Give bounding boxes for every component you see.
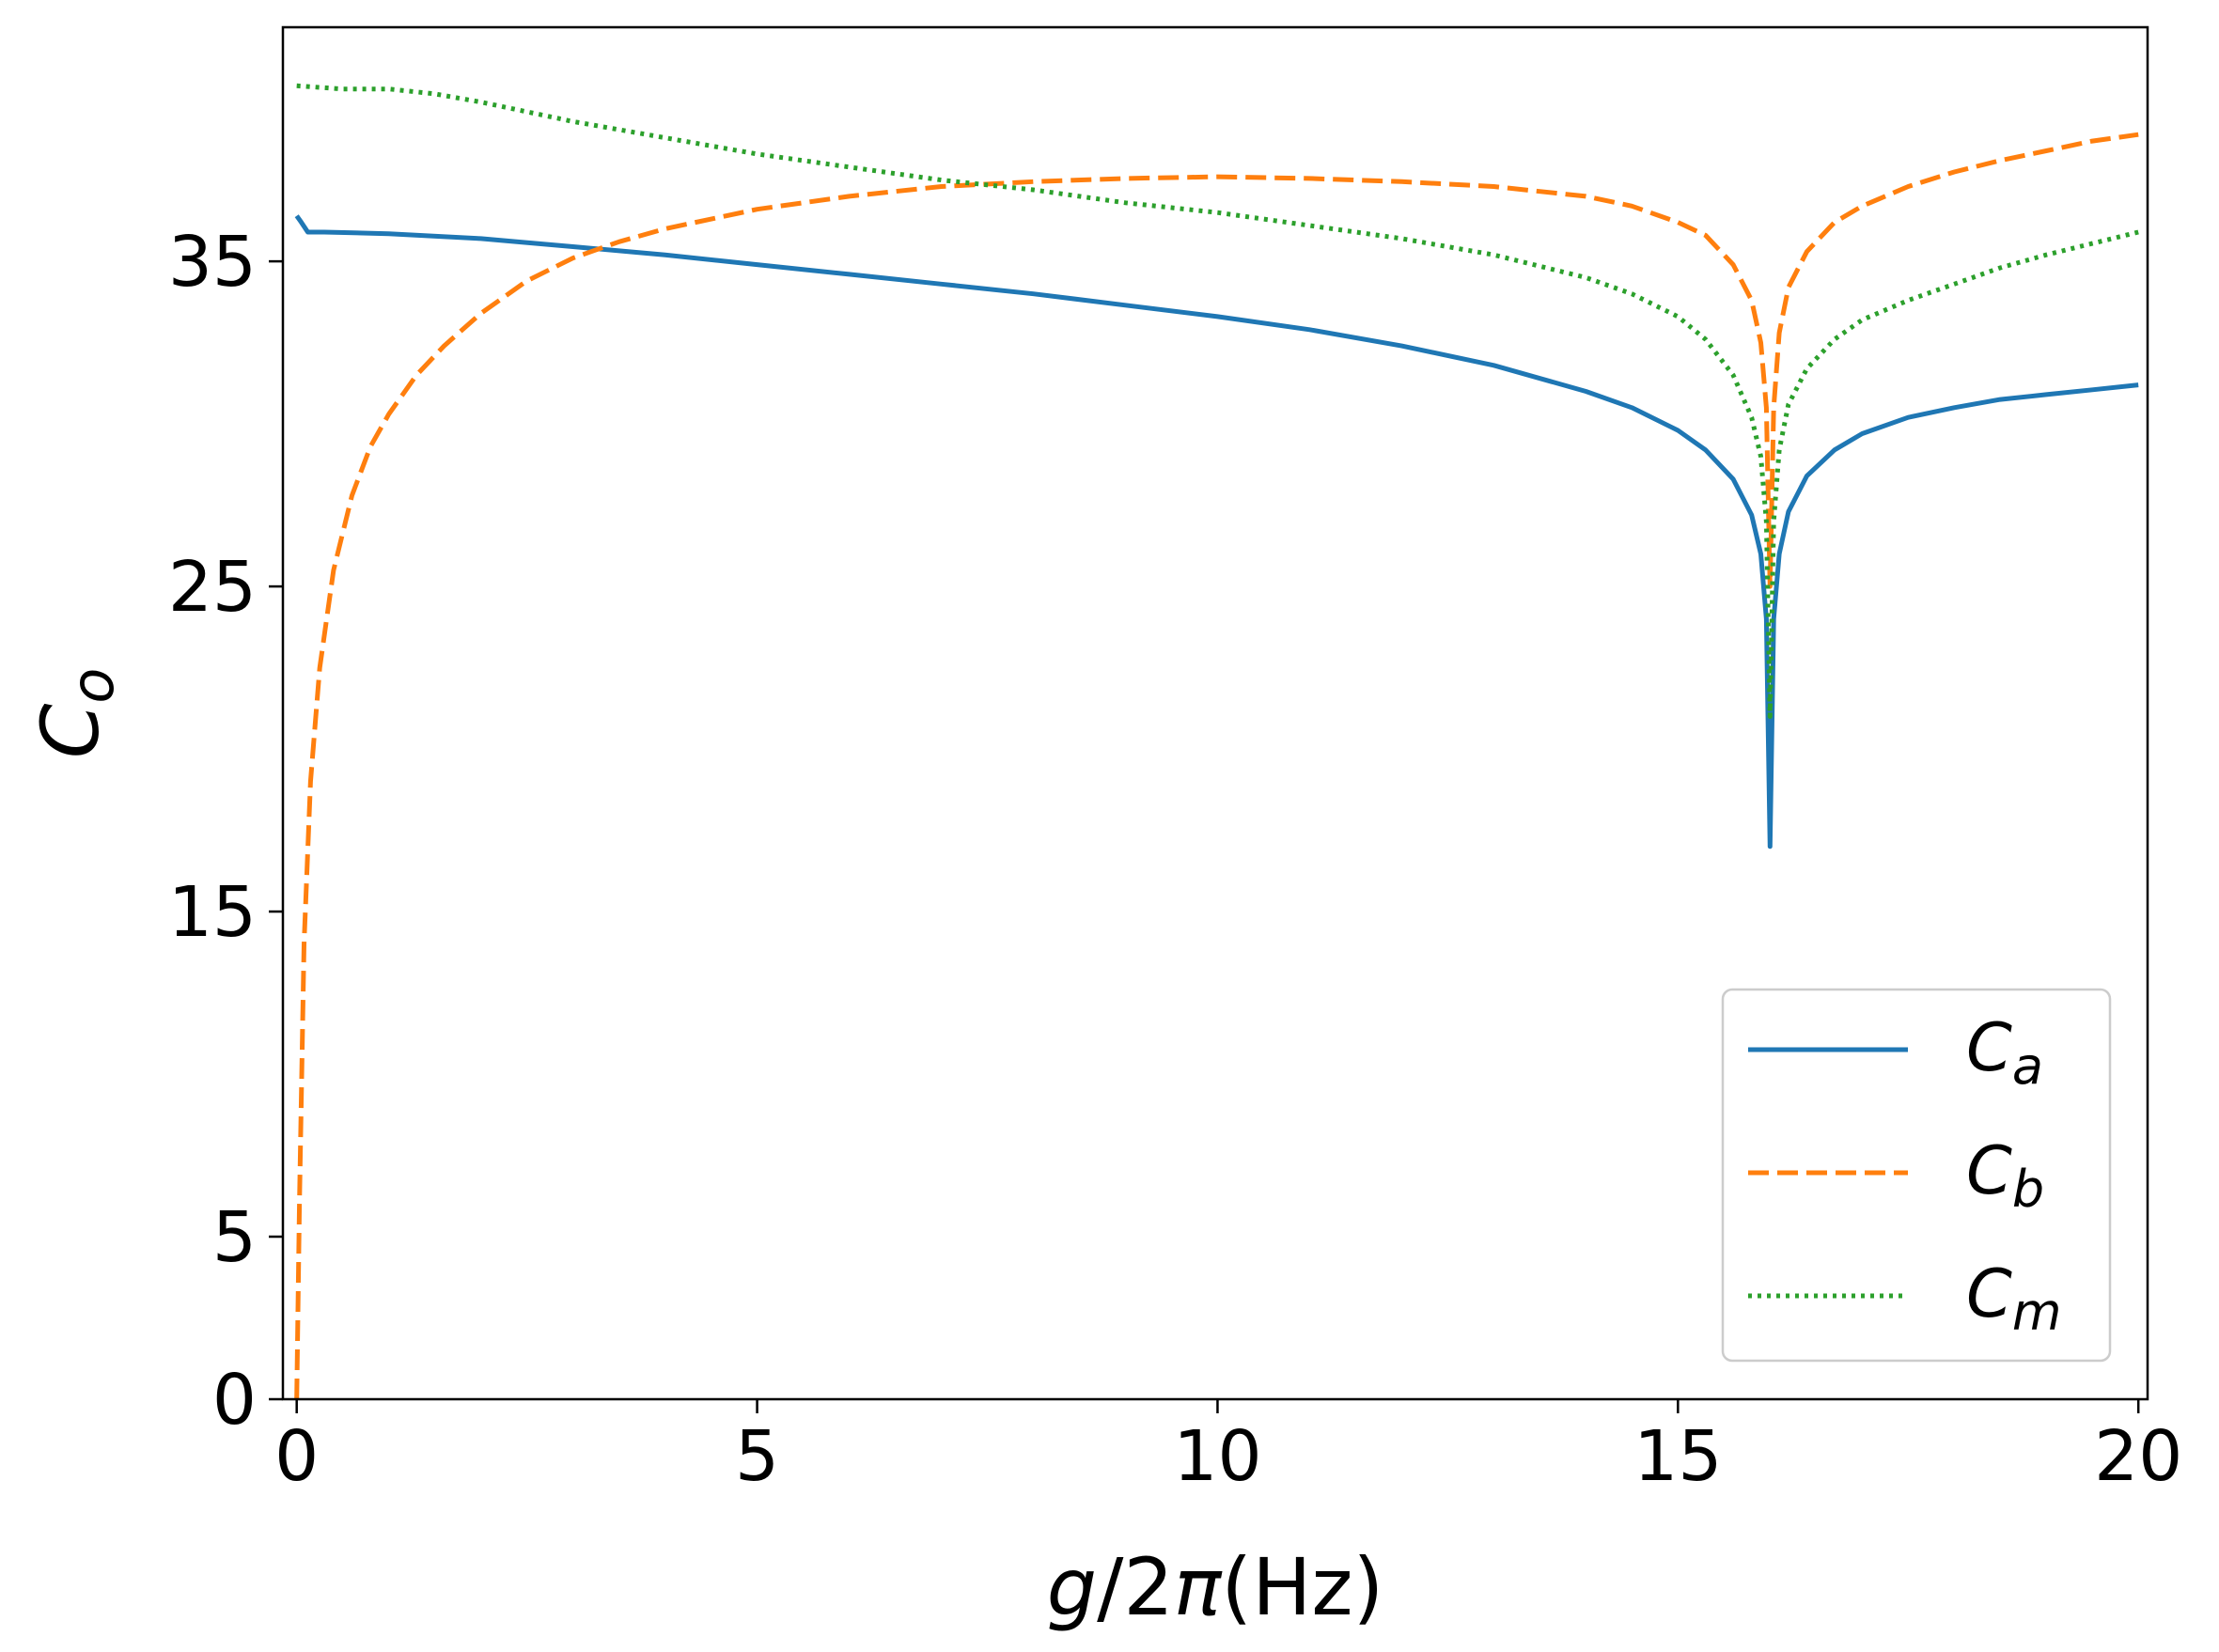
y-tick-label: 5: [212, 1197, 257, 1278]
legend-label-sub: m: [2012, 1283, 2062, 1342]
x-axis-label-rest: /2: [1097, 1541, 1174, 1633]
y-axis-label-sub: o: [58, 668, 127, 704]
series-layer: [294, 83, 2139, 1400]
x-axis-label-unit: (Hz): [1221, 1541, 1383, 1633]
legend-label-base: C: [1966, 1009, 2012, 1086]
y-tick-label: 35: [168, 222, 257, 303]
x-tick-label: 0: [274, 1416, 319, 1497]
legend-label-base: C: [1966, 1255, 2012, 1333]
series-line-b: [294, 132, 2139, 1400]
y-axis-ticks: 0 5 15 25 35: [168, 222, 283, 1441]
legend-frame: [1721, 988, 2112, 1363]
x-tick-label: 20: [2094, 1416, 2182, 1497]
plot-frame: [281, 25, 2149, 1401]
y-tick-label: 25: [168, 547, 257, 628]
x-tick-label: 5: [735, 1416, 779, 1497]
series-line-a: [294, 214, 2139, 849]
legend-label-b: Cb: [1966, 1132, 2044, 1219]
x-axis-ticks: 0 5 10 15 20: [274, 1399, 2182, 1497]
y-tick-label: 0: [212, 1360, 257, 1441]
x-axis-label-pi: π: [1174, 1541, 1223, 1633]
legend-label-base: C: [1966, 1132, 2012, 1209]
x-axis-label-var: g: [1047, 1541, 1097, 1633]
y-tick-label: 15: [168, 872, 257, 953]
legend-label-a: Ca: [1966, 1009, 2043, 1096]
y-axis-label-base: C: [24, 703, 117, 758]
legend-label-sub: a: [2012, 1036, 2043, 1096]
legend-label-sub: b: [2012, 1160, 2044, 1219]
legend-label-m: Cm: [1966, 1255, 2062, 1342]
x-tick-label: 10: [1173, 1416, 1261, 1497]
y-axis-label: Co: [24, 668, 127, 759]
x-axis-label: g/2π(Hz): [1047, 1541, 1383, 1633]
x-tick-label: 15: [1633, 1416, 1722, 1497]
